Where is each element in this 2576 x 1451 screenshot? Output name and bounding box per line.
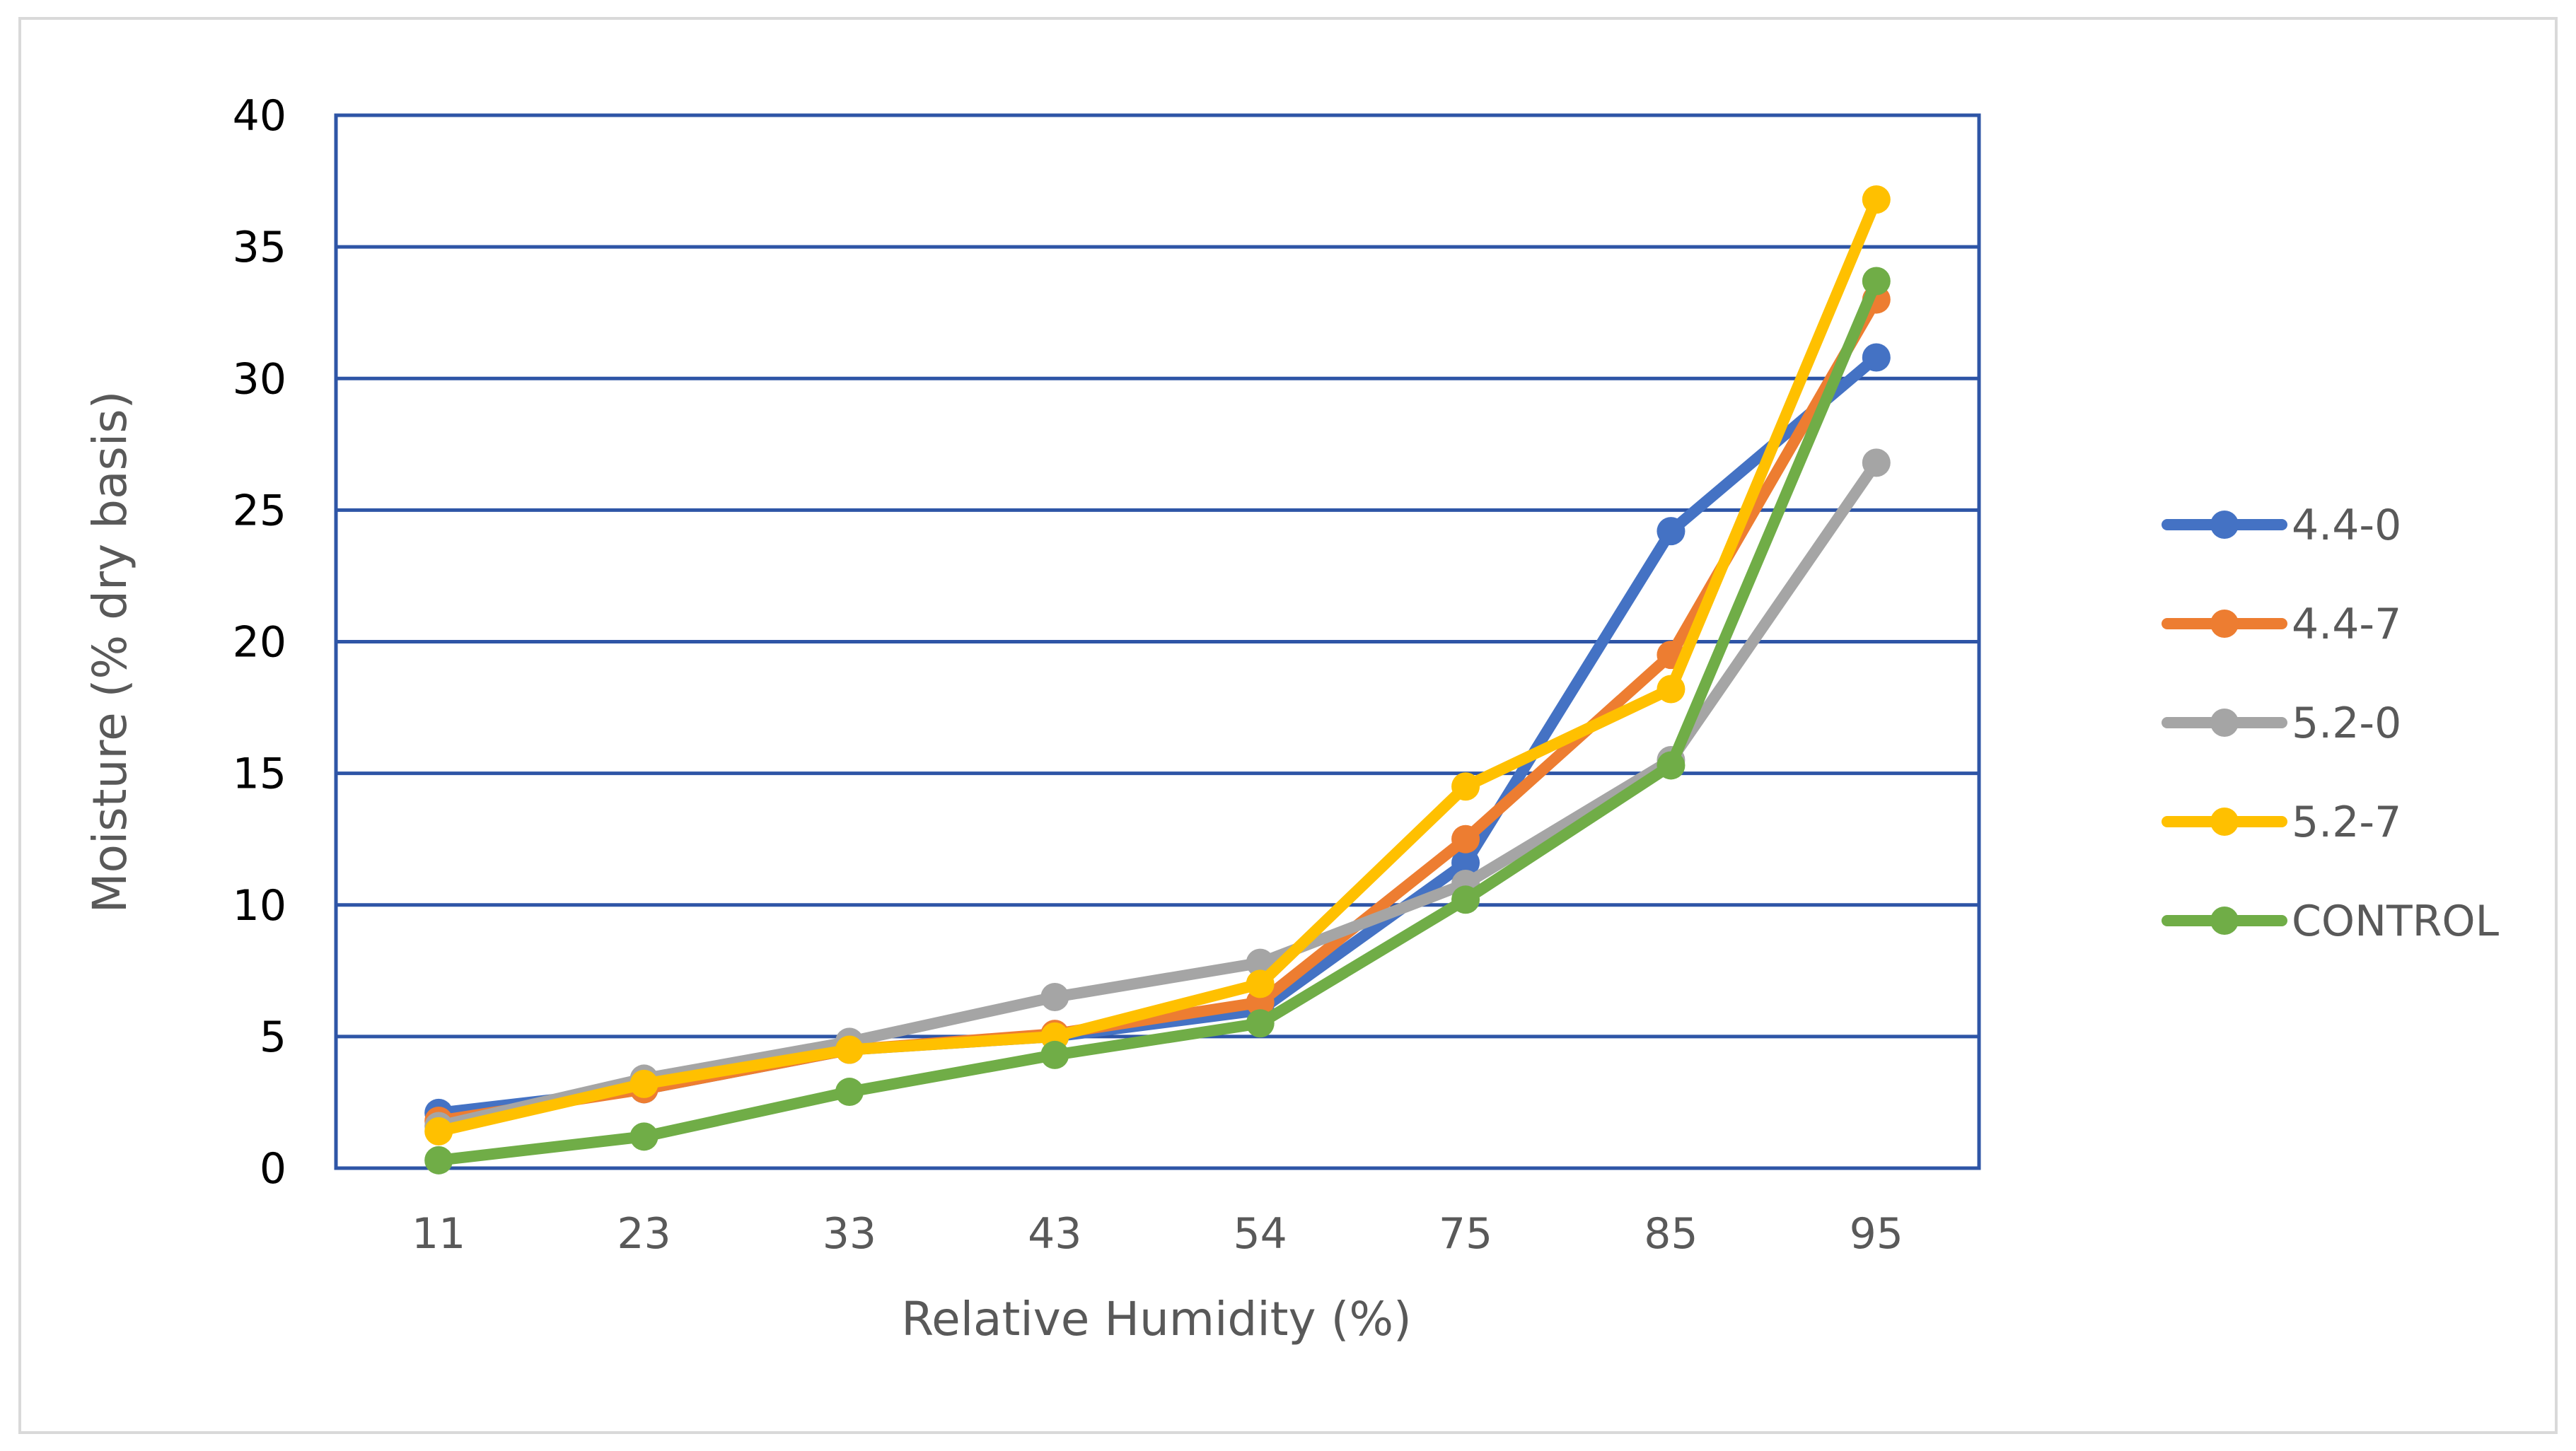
y-tick-label: 25	[233, 486, 286, 535]
legend-label: CONTROL	[2292, 897, 2500, 946]
y-tick-label: 10	[233, 881, 286, 931]
data-point	[835, 1035, 864, 1064]
data-point	[1862, 448, 1891, 477]
y-tick-label: 15	[233, 750, 286, 799]
data-point	[424, 1146, 453, 1175]
data-point	[1862, 267, 1891, 296]
legend-swatch-marker	[2210, 610, 2239, 638]
data-point	[630, 1122, 658, 1151]
x-tick-label: 11	[412, 1209, 465, 1259]
y-axis-title: Moisture (% dry basis)	[83, 391, 137, 914]
x-tick-label: 54	[1234, 1209, 1287, 1259]
x-tick-label: 75	[1439, 1209, 1492, 1259]
data-point	[1862, 185, 1891, 214]
legend-label: 5.2-7	[2292, 798, 2401, 847]
legend-item: 5.2-0	[2162, 699, 2401, 748]
legend-swatch-marker	[2210, 907, 2239, 935]
series-group	[424, 185, 1891, 1175]
legend-item: 4.4-7	[2162, 600, 2401, 649]
legend-item: 4.4-0	[2162, 501, 2401, 550]
data-point	[1657, 751, 1686, 780]
y-tick-label: 30	[233, 354, 286, 404]
data-point	[835, 1078, 864, 1107]
data-point	[1451, 849, 1480, 878]
y-tick-label: 20	[233, 618, 286, 668]
x-tick-label: 43	[1028, 1209, 1081, 1259]
x-tick-label: 23	[617, 1209, 671, 1259]
data-point	[424, 1117, 453, 1146]
data-point	[1657, 675, 1686, 704]
y-tick-label: 0	[260, 1144, 286, 1194]
y-tick-label: 35	[233, 223, 286, 272]
data-point	[630, 1069, 658, 1098]
data-point	[1246, 969, 1275, 998]
series-CONTROL	[424, 267, 1891, 1175]
legend-item: CONTROL	[2162, 897, 2500, 946]
data-point	[1862, 343, 1891, 372]
legend-label: 4.4-7	[2292, 600, 2401, 649]
series-line-CONTROL	[433, 275, 1882, 1166]
data-point	[1040, 983, 1069, 1012]
data-point	[1451, 772, 1480, 801]
legend-label: 5.2-0	[2292, 699, 2401, 748]
legend-swatch-marker	[2210, 511, 2239, 539]
legend-item: 5.2-7	[2162, 798, 2401, 847]
data-point	[1451, 885, 1480, 914]
series-line-5.2-7	[433, 194, 1882, 1137]
legend-swatch-marker	[2210, 709, 2239, 737]
data-point	[1040, 1040, 1069, 1069]
x-tick-label: 95	[1850, 1209, 1903, 1259]
x-tick-label: 33	[823, 1209, 876, 1259]
legend-label: 4.4-0	[2292, 501, 2401, 550]
y-tick-label: 5	[260, 1013, 286, 1062]
data-point	[1451, 824, 1480, 853]
data-point	[1657, 517, 1686, 546]
x-axis-title: Relative Humidity (%)	[901, 1292, 1412, 1346]
axis-ticks: 0 5 10 15 20 25 30 35 40 11 23 33 43 54 75 85 95	[233, 91, 1903, 1259]
x-tick-label: 85	[1644, 1209, 1698, 1259]
legend: 4.4-0 4.4-7 5.2-0 5.2-7 CONTROL	[2162, 501, 2500, 946]
data-point	[1246, 1009, 1275, 1038]
y-tick-label: 40	[233, 91, 286, 141]
legend-swatch-marker	[2210, 808, 2239, 836]
plot-area	[334, 113, 1981, 1170]
